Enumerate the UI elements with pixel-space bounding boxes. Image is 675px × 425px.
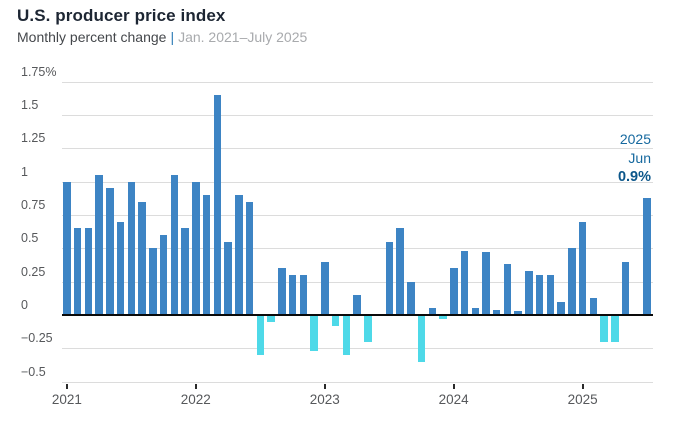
bar-jul-2022 (256, 315, 265, 355)
chart-subtitle: Monthly percent change | Jan. 2021–July 20… (17, 29, 307, 45)
bar-jan-2024 (450, 268, 458, 315)
chart-title: U.S. producer price index (17, 6, 226, 25)
x-axis-tick-2022 (194, 384, 197, 389)
latest-point-annotation: 2025 Jun 0.9% (618, 130, 651, 187)
y-axis-label: 1.5 (21, 98, 39, 112)
bar-apr-2023 (353, 295, 361, 315)
bar-jan-2023 (321, 261, 329, 315)
gridline-1.5 (62, 115, 653, 116)
bar-aug-2022 (267, 315, 275, 322)
bar-dec-2021 (181, 228, 189, 315)
bar-mar-2024 (471, 308, 479, 315)
gridline-1.25 (62, 148, 653, 150)
bar-oct-2023 (417, 315, 426, 362)
bar-jul-2025 (643, 197, 651, 315)
bar-nov-2022 (299, 275, 307, 315)
bar-may-2023 (364, 315, 372, 342)
bar-sep-2023 (407, 281, 415, 315)
y-axis-label: −0.25 (21, 331, 53, 346)
gridline-1 (62, 181, 653, 183)
bar-jan-2022 (192, 181, 200, 315)
annotation-value: 0.9% (617, 169, 651, 185)
bar-jul-2024 (514, 311, 522, 315)
bar-feb-2021 (73, 228, 82, 315)
x-axis-tick-2024 (452, 384, 455, 389)
bar-may-2025 (621, 261, 630, 315)
x-axis-tick-2025 (581, 384, 584, 389)
gridline-0.75 (62, 215, 653, 216)
gridline-0.5 (62, 248, 653, 250)
bar-nov-2021 (170, 175, 179, 315)
bar-dec-2024 (568, 248, 576, 315)
bar-aug-2023 (396, 228, 404, 315)
y-axis-label: 1.75% (21, 64, 57, 79)
x-axis-year-label: 2022 (180, 392, 211, 407)
bar-may-2024 (492, 309, 501, 315)
bar-sep-2024 (535, 275, 544, 315)
chart-date-range: Jan. 2021–July 2025 (178, 29, 308, 45)
y-axis-label: 0 (21, 298, 28, 312)
bar-apr-2025 (611, 315, 619, 342)
bar-sep-2021 (149, 248, 157, 315)
bar-dec-2023 (439, 315, 447, 319)
annotation-month-label: Jun (628, 150, 651, 166)
bar-apr-2022 (224, 241, 232, 315)
chart-subtitle-main: Monthly percent change (17, 29, 167, 45)
bar-apr-2024 (482, 252, 490, 315)
bar-mar-2025 (600, 315, 608, 342)
annotation-year-label: 2025 (619, 131, 651, 147)
bar-jun-2022 (245, 201, 254, 315)
subtitle-separator: | (170, 29, 175, 45)
x-axis-year-label: 2021 (51, 392, 82, 407)
bar-oct-2024 (546, 275, 555, 315)
bar-mar-2022 (213, 95, 222, 315)
bar-jan-2021 (63, 181, 71, 315)
bar-oct-2021 (159, 235, 168, 315)
gridline-0.25 (62, 281, 653, 283)
bar-feb-2022 (202, 195, 211, 315)
bar-may-2022 (235, 195, 243, 315)
bar-jun-2024 (503, 264, 512, 315)
x-axis-tick-2023 (323, 384, 326, 389)
bar-mar-2023 (342, 315, 350, 355)
gridline-−0.25 (62, 348, 653, 350)
bar-jan-2025 (578, 221, 587, 315)
x-axis-year-label: 2024 (438, 392, 469, 407)
x-axis-year-label: 2025 (567, 392, 598, 407)
bar-nov-2023 (428, 308, 436, 315)
bar-jun-2021 (116, 221, 125, 315)
bar-mar-2021 (84, 228, 93, 315)
y-axis-label: 0.25 (21, 264, 46, 279)
bar-feb-2024 (460, 251, 469, 315)
gridline-1.75% (62, 81, 653, 83)
bar-feb-2025 (589, 297, 598, 315)
bar-dec-2022 (310, 315, 318, 351)
zero-baseline (62, 314, 653, 316)
bar-may-2021 (106, 188, 114, 315)
y-axis-label: 0.5 (21, 231, 39, 246)
bar-aug-2021 (138, 201, 146, 315)
gridline-−0.5 (62, 381, 653, 383)
y-axis-label: 1.25 (21, 131, 46, 146)
bar-jul-2023 (385, 241, 393, 315)
bar-oct-2022 (288, 275, 297, 315)
y-axis-label: 1 (21, 164, 28, 179)
bar-aug-2024 (525, 271, 533, 315)
y-axis-label: −0.5 (21, 364, 46, 379)
x-axis-tick-2021 (65, 384, 68, 389)
bar-feb-2023 (331, 315, 340, 326)
bar-apr-2021 (95, 175, 103, 315)
bar-sep-2022 (278, 268, 286, 315)
x-axis-year-label: 2023 (309, 392, 340, 407)
bar-jul-2021 (127, 181, 136, 315)
y-axis-label: 0.75 (21, 198, 46, 212)
bar-nov-2024 (557, 301, 565, 315)
